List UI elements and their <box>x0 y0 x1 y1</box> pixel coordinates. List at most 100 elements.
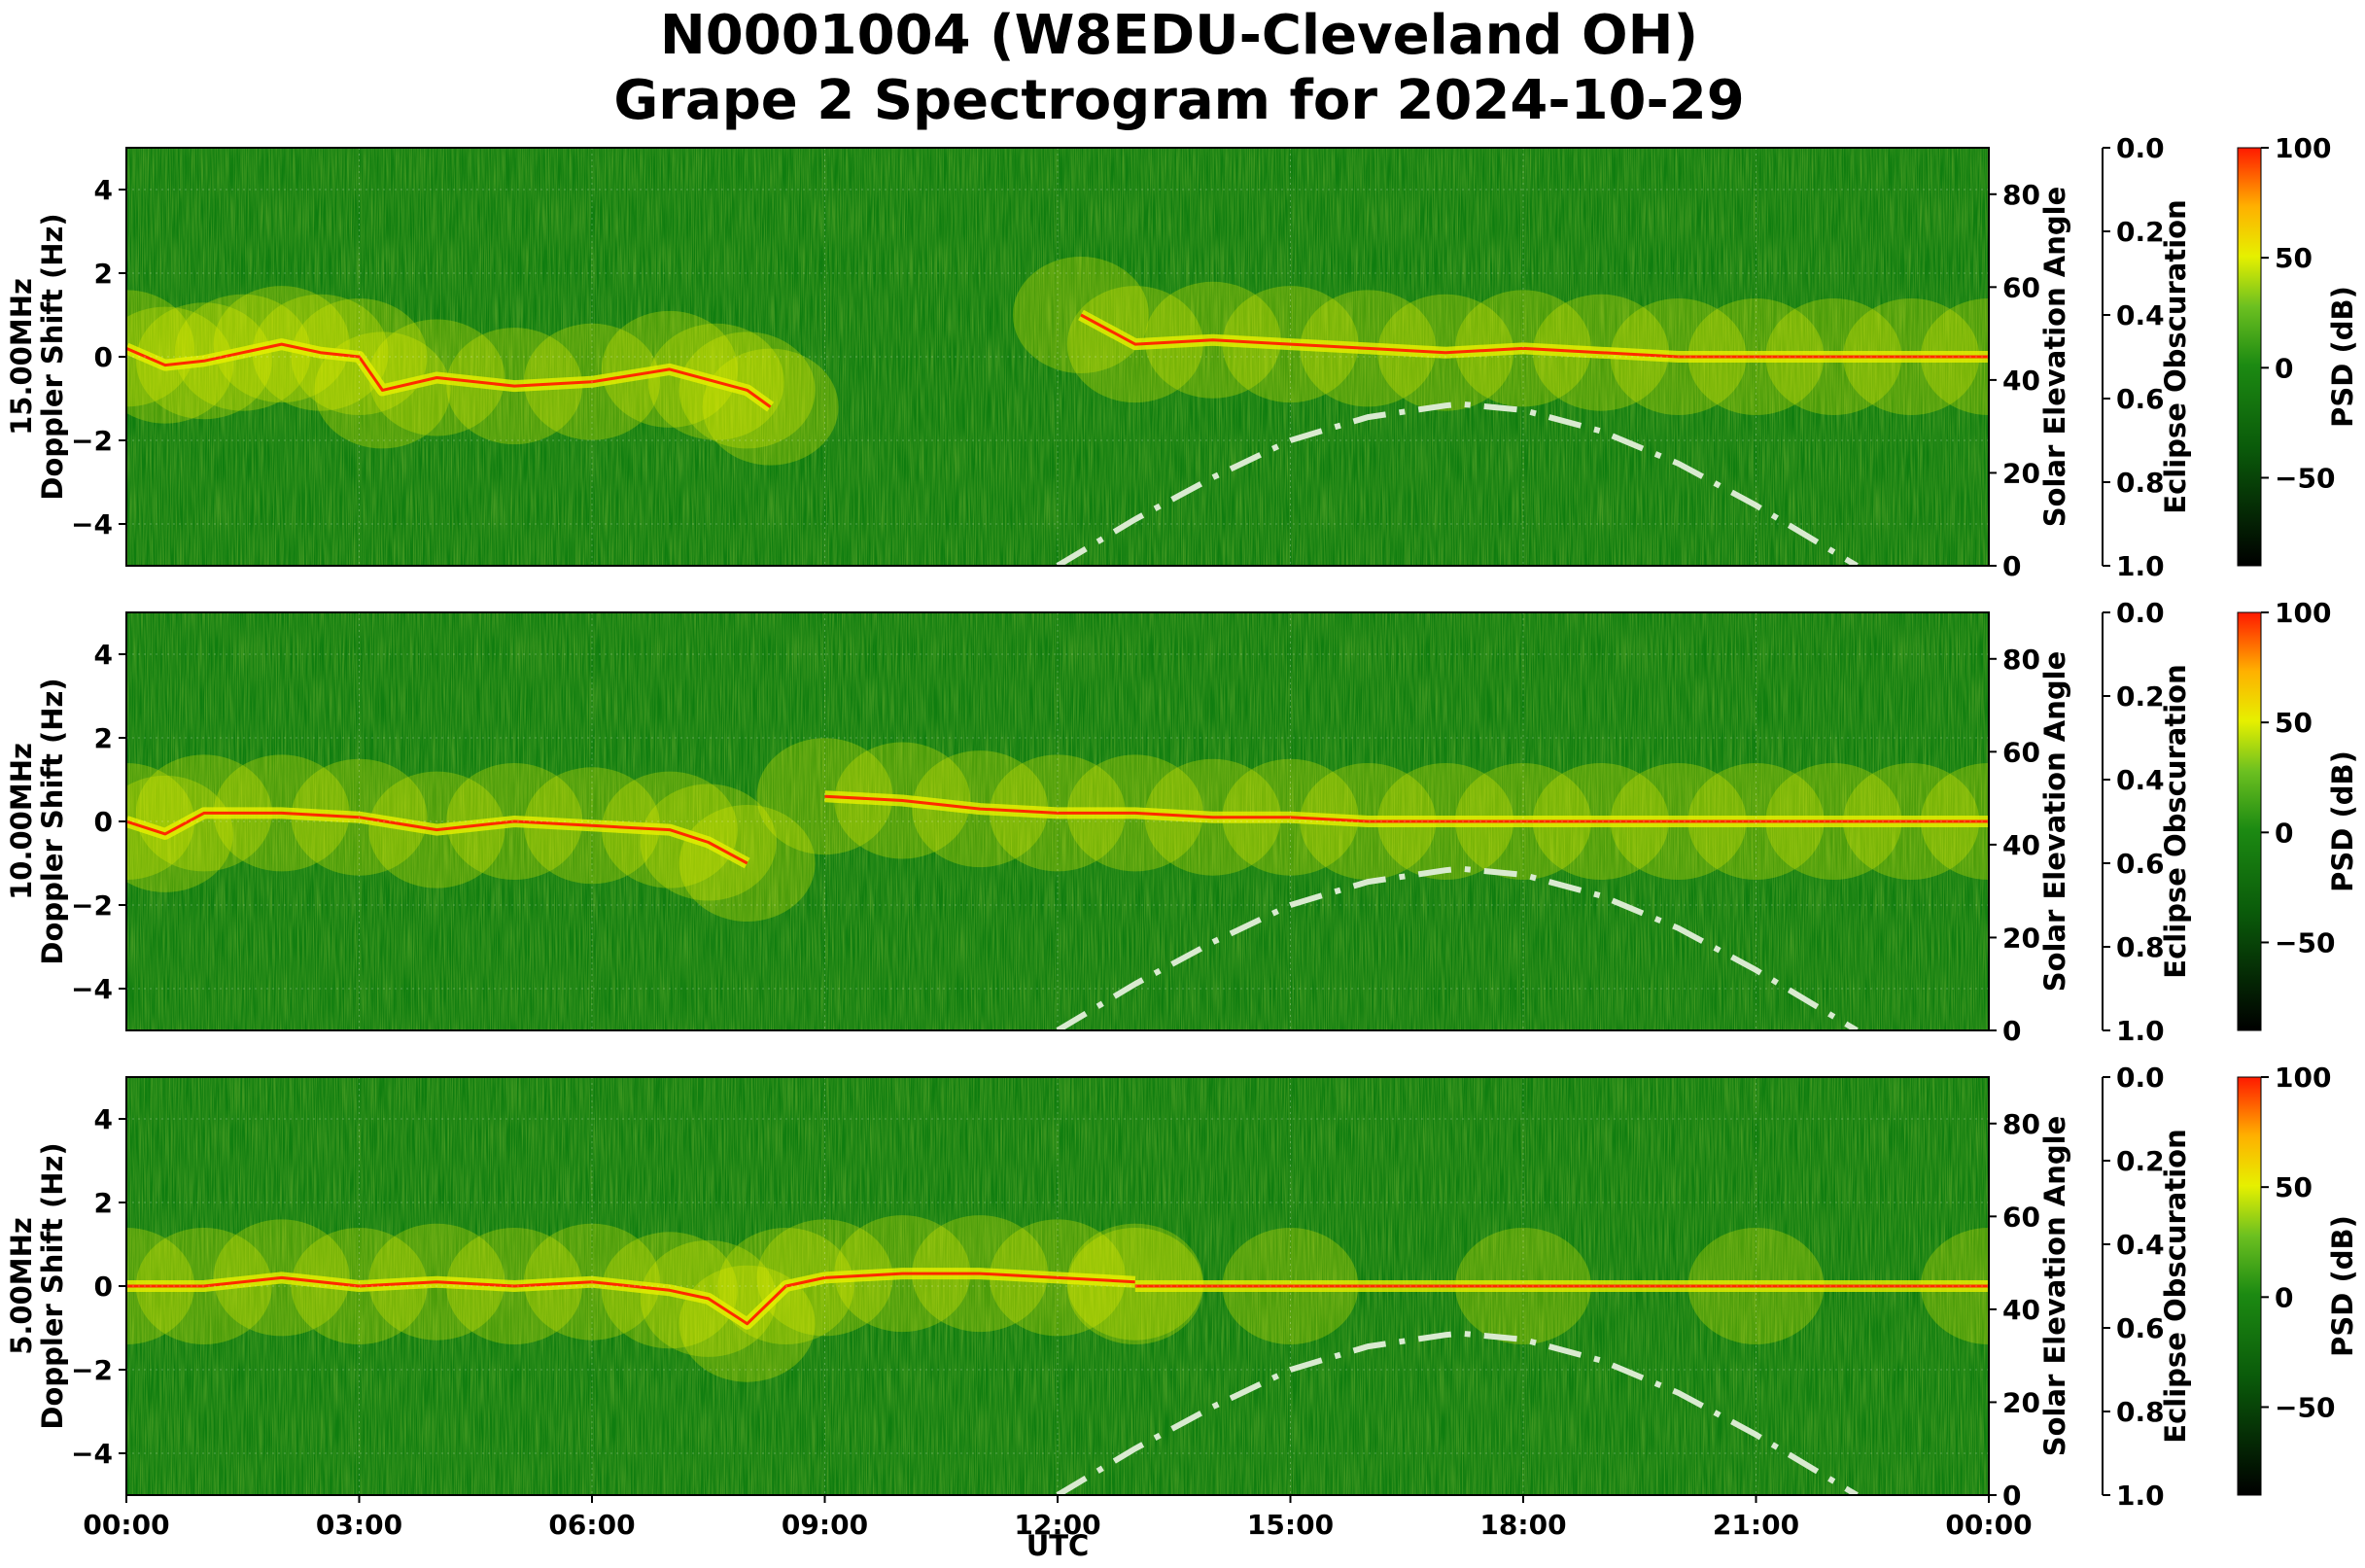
panel-10mhz: 420−2−4 10.00MHz Doppler Shift (Hz) 8060… <box>5 597 2359 1047</box>
carrier-trace-layer <box>126 790 1989 869</box>
solar-tick-label: 40 <box>2002 365 2040 397</box>
colorbar-tick-label: −50 <box>2275 1391 2335 1423</box>
solar-tick-label: 60 <box>2002 736 2040 768</box>
y-tick-label: −4 <box>71 1438 113 1470</box>
signal-spread <box>126 290 194 407</box>
y-tick-label: 4 <box>94 1103 113 1135</box>
x-tick-label: 00:00 <box>83 1509 169 1541</box>
colorbar-tick-label: 0 <box>2275 817 2293 849</box>
colorbar-tick-label: −50 <box>2275 462 2335 494</box>
x-tick-label: 18:00 <box>1479 1509 1566 1541</box>
gridlines <box>125 612 1990 1030</box>
eclipse-tick-label: 0.0 <box>2116 132 2165 164</box>
colorbar-tick-label: 50 <box>2275 707 2313 739</box>
solar-axis-label: Solar Elevation Angle <box>2038 187 2071 528</box>
psd-colorbar <box>2237 1076 2262 1496</box>
y-tick-label: 2 <box>94 722 113 754</box>
spectrogram-10mhz <box>126 612 1989 1030</box>
carrier-trace-layer <box>126 309 1989 412</box>
solar-axis-label: Solar Elevation Angle <box>2038 651 2071 993</box>
eclipse-tick-label: 0.4 <box>2116 299 2165 331</box>
solar-tick-label: 80 <box>2002 1108 2040 1140</box>
x-axis-label: UTC <box>1026 1529 1090 1562</box>
y-axis-ticks: 4 2 0 −2 −4 <box>71 1103 126 1470</box>
eclipse-tick-label: 0.0 <box>2116 597 2165 629</box>
y-axis-label-freq: 15.00MHz <box>5 278 38 436</box>
eclipse-axis-label: Eclipse Obscuration <box>2159 1129 2192 1443</box>
y-tick-label: −4 <box>71 508 113 540</box>
y-tick-label: −2 <box>71 425 113 457</box>
colorbar-tick-label: −50 <box>2275 926 2335 958</box>
y-axis-label-freq: 5.00MHz <box>5 1217 38 1355</box>
y-axis-ticks: 4 2 0 −2 −4 <box>71 639 126 1005</box>
x-tick-label: 12:00 <box>1014 1509 1100 1541</box>
colorbar-tick-label: 50 <box>2275 1171 2313 1203</box>
eclipse-tick-label: 0.6 <box>2116 848 2165 880</box>
solar-elevation-axis: 80 60 40 20 0 <box>1989 644 2040 1047</box>
eclipse-tick-label: 0.4 <box>2116 764 2165 796</box>
solar-elevation-axis: 80 60 40 20 0 <box>1989 1108 2040 1512</box>
eclipse-tick-label: 1.0 <box>2116 1015 2165 1047</box>
eclipse-tick-label: 0.6 <box>2116 1312 2165 1344</box>
eclipse-tick-label: 0.6 <box>2116 383 2165 415</box>
carrier-trace <box>126 811 748 865</box>
solar-elevation-axis: 80 60 40 20 0 <box>1989 179 2040 582</box>
y-tick-label: 4 <box>94 639 113 671</box>
colorbar-tick-label: 100 <box>2275 132 2331 164</box>
x-tick-label: 06:00 <box>548 1509 635 1541</box>
y-tick-label: 0 <box>94 341 113 373</box>
solar-curve-layer <box>1056 865 1859 1030</box>
colorbar-label: PSD (dB) <box>2326 286 2359 428</box>
y-tick-label: −2 <box>71 889 113 922</box>
y-axis-label-doppler: Doppler Shift (Hz) <box>36 678 69 964</box>
y-tick-label: 2 <box>94 258 113 290</box>
y-axis-label-doppler: Doppler Shift (Hz) <box>36 1142 69 1429</box>
spectrogram-15mhz <box>126 148 1989 566</box>
eclipse-obscuration-axis: 0.0 0.2 0.4 0.6 0.8 1.0 <box>2102 597 2165 1047</box>
y-axis-label-freq: 10.00MHz <box>5 743 38 900</box>
colorbar-tick-label: 100 <box>2275 1062 2331 1094</box>
y-axis-ticks: 4 2 0 −2 −4 <box>71 174 126 540</box>
eclipse-tick-label: 0.8 <box>2116 931 2165 963</box>
x-tick-label: 03:00 <box>316 1509 402 1541</box>
solar-tick-label: 60 <box>2002 1201 2040 1233</box>
solar-tick-label: 0 <box>2002 1480 2021 1512</box>
eclipse-tick-label: 1.0 <box>2116 1480 2165 1512</box>
solar-tick-label: 20 <box>2002 922 2040 954</box>
panel-5mhz: 420−2−4 5.00MHz Doppler Shift (Hz) 80604… <box>5 1062 2359 1512</box>
colorbar-tick-label: 0 <box>2275 352 2293 384</box>
figure-title-line1: N0001004 (W8EDU-Cleveland OH) <box>660 4 1698 67</box>
eclipse-tick-label: 0.0 <box>2116 1062 2165 1094</box>
solar-axis-label: Solar Elevation Angle <box>2038 1116 2071 1457</box>
gridlines <box>125 148 1990 566</box>
eclipse-tick-label: 0.2 <box>2116 680 2165 713</box>
signal-spread <box>126 775 233 892</box>
solar-tick-label: 0 <box>2002 550 2021 582</box>
colorbar-ticks: 100 50 0 −50 <box>2261 132 2335 494</box>
x-tick-label: 15:00 <box>1247 1509 1334 1541</box>
eclipse-tick-label: 0.8 <box>2116 467 2165 499</box>
eclipse-obscuration-axis: 0.0 0.2 0.4 0.6 0.8 1.0 <box>2102 132 2165 582</box>
y-tick-label: −4 <box>71 973 113 1005</box>
solar-elevation-curve <box>1056 1330 1859 1495</box>
x-axis-ticks: 00:00 03:00 06:00 09:00 12:00 15:00 18:00 21:00… <box>83 1495 2033 1541</box>
signal-spread <box>126 763 194 880</box>
colorbar-tick-label: 100 <box>2275 597 2331 629</box>
eclipse-tick-label: 0.2 <box>2116 216 2165 248</box>
solar-curve-layer <box>1056 401 1859 566</box>
eclipse-tick-label: 0.8 <box>2116 1396 2165 1428</box>
carrier-trace <box>126 342 772 408</box>
colorbar-tick-label: 50 <box>2275 242 2313 274</box>
spectrogram-5mhz <box>126 1077 1989 1495</box>
eclipse-axis-label: Eclipse Obscuration <box>2159 664 2192 978</box>
colorbar-ticks: 100 50 0 −50 <box>2261 597 2335 958</box>
solar-tick-label: 20 <box>2002 457 2040 489</box>
psd-colorbar <box>2237 147 2262 567</box>
signal-spread <box>1012 257 1149 373</box>
eclipse-tick-label: 0.4 <box>2116 1229 2165 1261</box>
y-tick-label: 2 <box>94 1187 113 1219</box>
carrier-trace <box>126 1272 1135 1326</box>
colorbar-label: PSD (dB) <box>2326 1215 2359 1357</box>
x-tick-label: 00:00 <box>1945 1509 2032 1541</box>
